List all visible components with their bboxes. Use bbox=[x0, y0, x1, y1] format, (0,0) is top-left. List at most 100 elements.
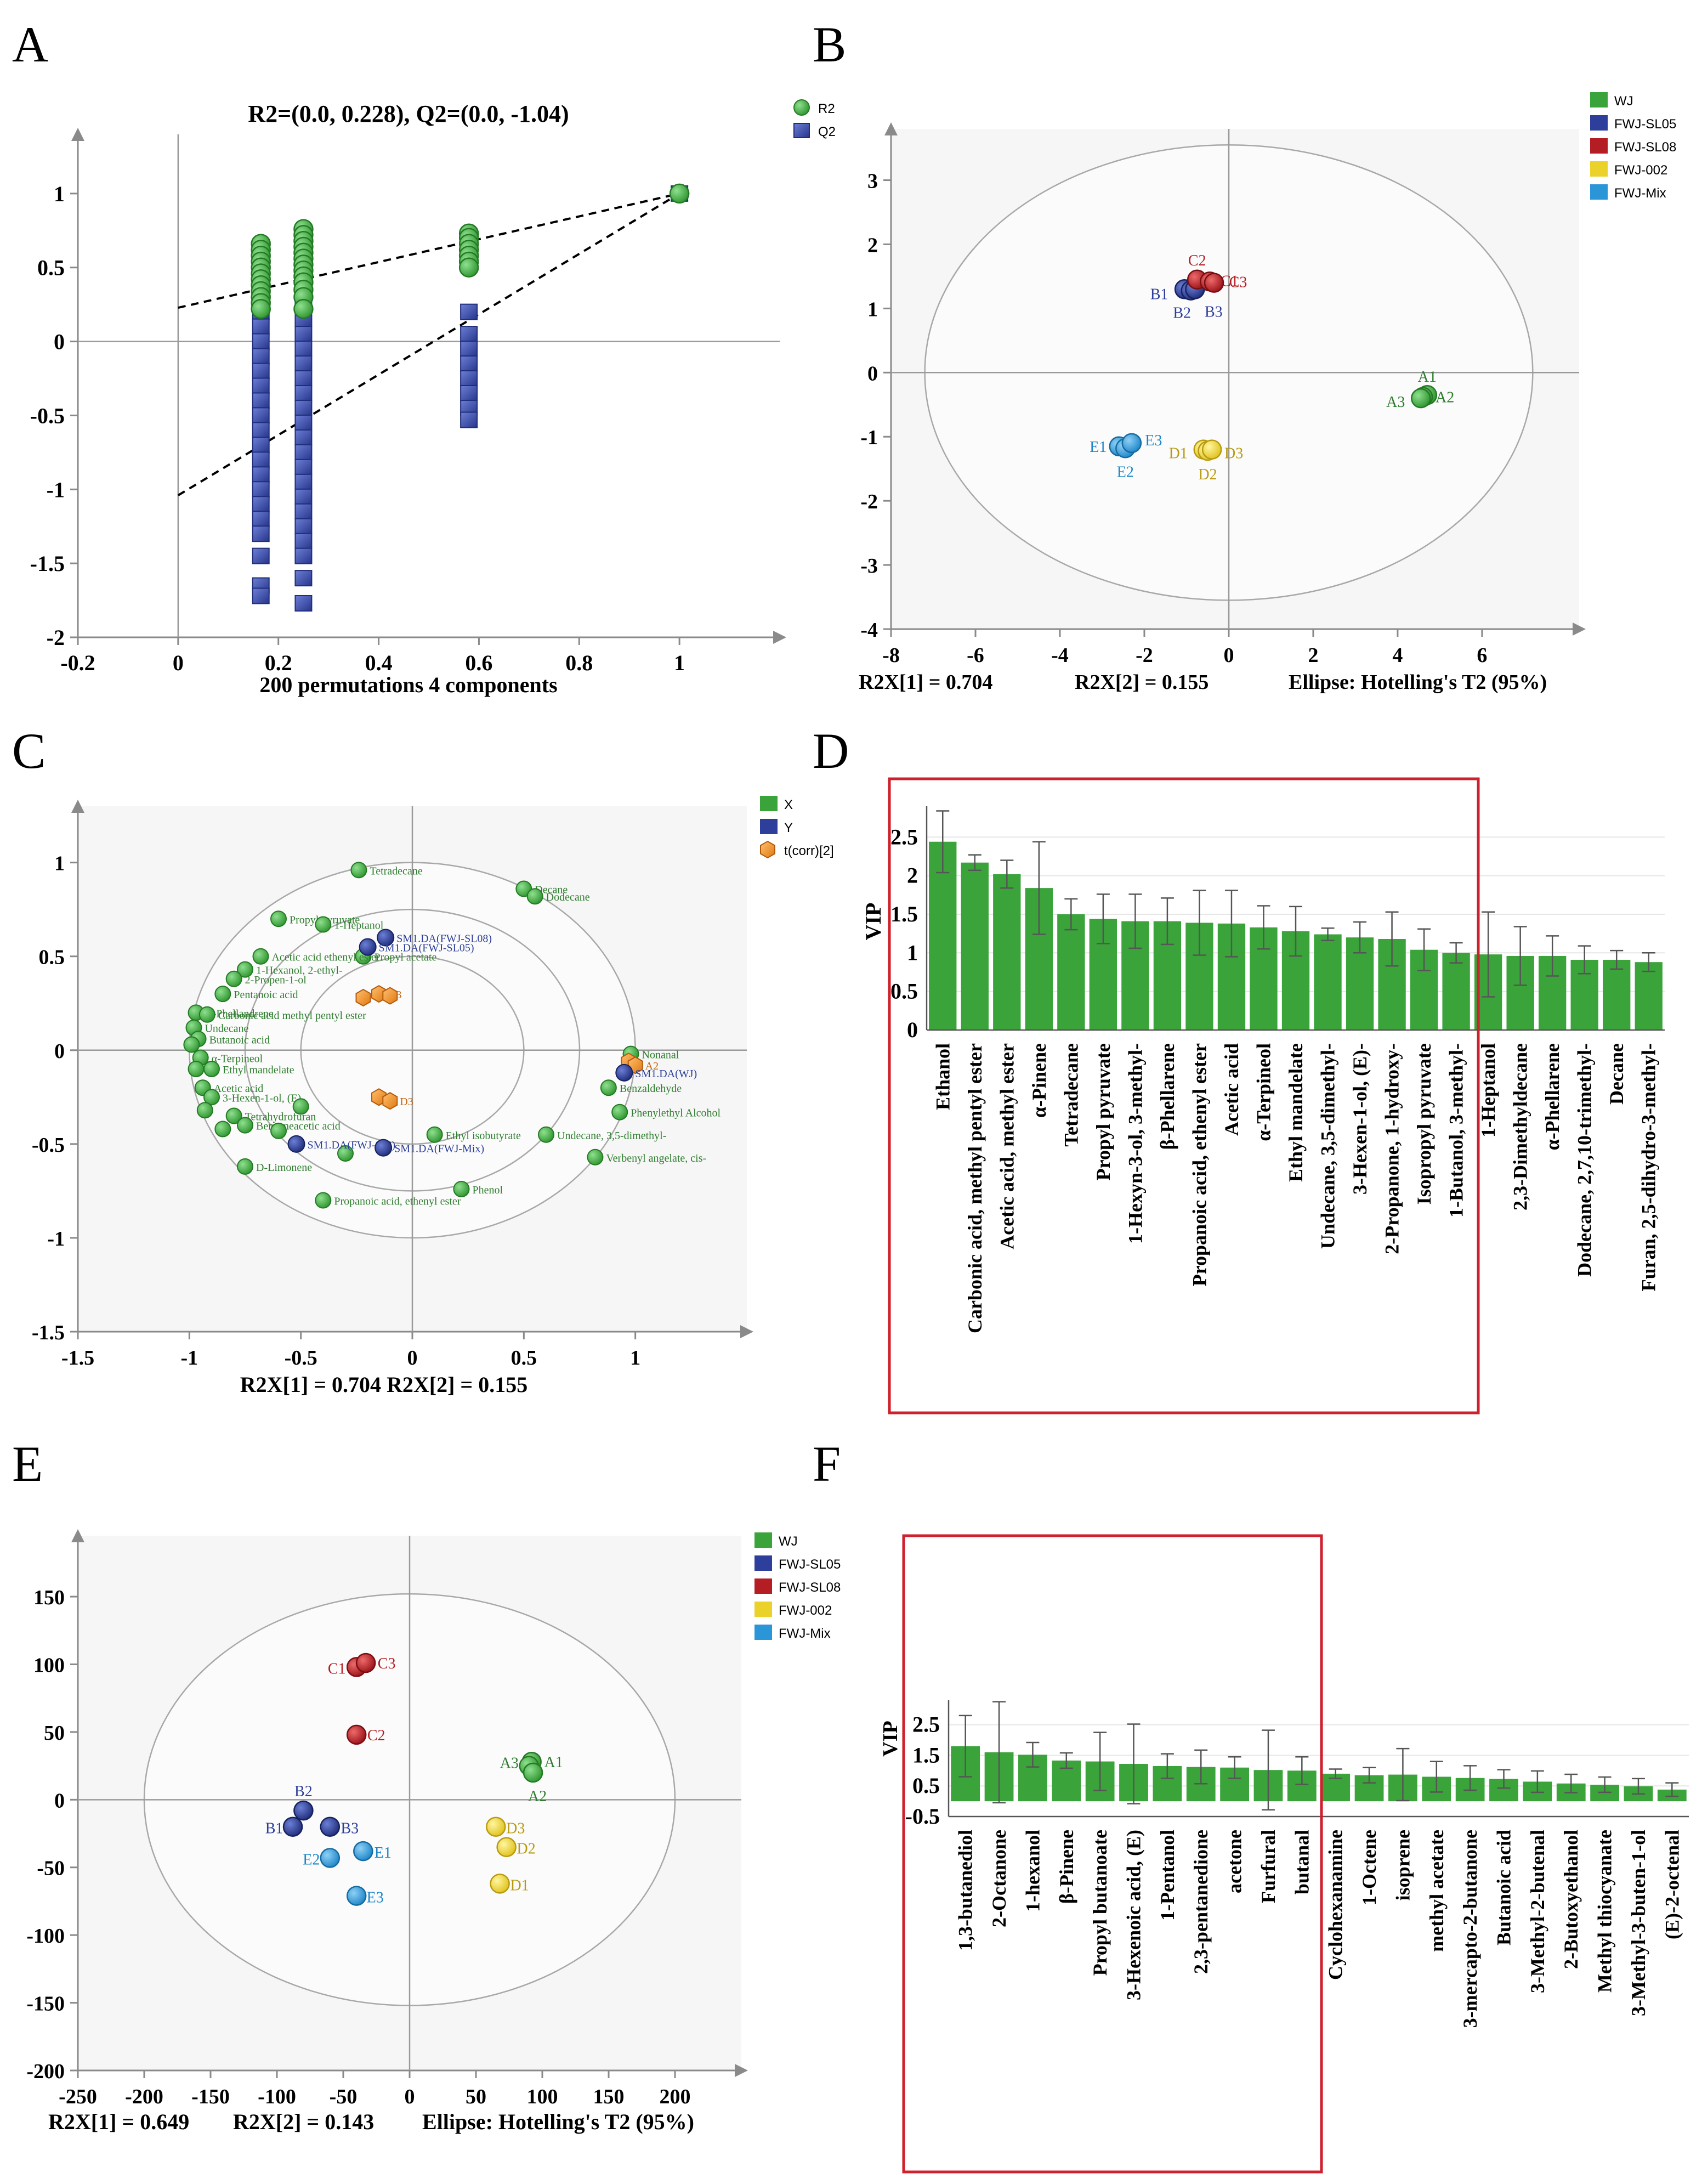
y-tick-label: -3 bbox=[860, 555, 878, 578]
q2-point bbox=[252, 587, 270, 604]
category-label: 2-Butoxyethanol bbox=[1560, 1830, 1582, 1969]
legend-swatch bbox=[754, 1602, 772, 1617]
x-tick-label: 150 bbox=[593, 2085, 625, 2108]
y-tick-label: 0.5 bbox=[39, 946, 65, 969]
x-variable-label: β-Phellandrene bbox=[207, 1008, 274, 1020]
x-variable-label: 1-Heptanol bbox=[334, 920, 383, 932]
x-variable-label: Propyl acetate bbox=[375, 952, 437, 964]
category-label: 1-Hexyn-3-ol, 3-methyl- bbox=[1124, 1043, 1146, 1244]
q2-point bbox=[252, 496, 270, 513]
x-tick-label: -0.5 bbox=[285, 1346, 317, 1370]
q2-point bbox=[294, 473, 313, 490]
q2-point bbox=[460, 384, 478, 401]
x-tick-label: -200 bbox=[125, 2085, 163, 2108]
x-tick-label: -150 bbox=[191, 2085, 230, 2108]
panel-letter-b: B bbox=[813, 16, 846, 72]
x-variable-label: 2-Propen-1-ol bbox=[245, 974, 307, 986]
q2-point bbox=[294, 459, 313, 476]
x-variable-label: Nonanal bbox=[642, 1049, 679, 1061]
score-point bbox=[1201, 439, 1222, 460]
y-tick-label: -1 bbox=[47, 477, 65, 502]
x-tick-label: -1.5 bbox=[61, 1346, 94, 1370]
x-variable-label: Propanoic acid, ethenyl ester bbox=[334, 1196, 461, 1208]
x-variable-label: Acetic acid ethenyl ester bbox=[271, 952, 379, 964]
x-variable-label: Undecane, 3,5-dimethyl- bbox=[557, 1130, 666, 1142]
q2-point bbox=[294, 547, 313, 564]
y-tick-label: -200 bbox=[26, 2060, 65, 2083]
point-label: A2 bbox=[1436, 389, 1454, 406]
point-label: E2 bbox=[1117, 463, 1134, 480]
category-label: Tetradecane bbox=[1060, 1043, 1082, 1147]
legend-swatch bbox=[793, 99, 810, 116]
q2-point bbox=[460, 370, 478, 387]
legend-label: FWJ-SL05 bbox=[1614, 117, 1676, 132]
x-variable-point bbox=[526, 888, 543, 905]
category-label: Butanoic acid bbox=[1493, 1830, 1515, 1945]
x-variable-point bbox=[198, 1006, 215, 1023]
category-label: 3-Methyl-2-butenal bbox=[1527, 1830, 1548, 1993]
category-label: Methyl thiocyanate bbox=[1594, 1830, 1616, 1993]
x-tick-label: 0.2 bbox=[265, 650, 292, 675]
x-axis-label-r2x2: R2X[2] = 0.143 bbox=[233, 2109, 374, 2134]
legend-swatch bbox=[754, 1578, 772, 1594]
category-label: 3-Hexenoic acid, (E) bbox=[1123, 1830, 1145, 2000]
y-axis-label: VIP bbox=[879, 1721, 902, 1756]
q2-point bbox=[460, 411, 478, 428]
x-tick-label: -0.2 bbox=[60, 650, 95, 675]
category-label: Furan, 2,5-dihydro-3-methyl- bbox=[1638, 1043, 1660, 1291]
category-label: 1,3-butanediol bbox=[955, 1830, 977, 1951]
x-variable-label: Ethyl isobutyrate bbox=[446, 1130, 521, 1142]
panel-c-loading-biplot: -1.5 -1 -0.5 0 0.5 1 -1.5 -1 -0.5 0 0.5 1 Tetradecan… bbox=[32, 796, 834, 1397]
point-label: C2 bbox=[367, 1727, 385, 1744]
score-point bbox=[346, 1724, 367, 1745]
score-point bbox=[1204, 273, 1224, 293]
legend-label: X bbox=[784, 797, 793, 812]
x-variable-point bbox=[225, 1107, 242, 1124]
y-tick-label: 2.5 bbox=[890, 824, 918, 849]
x-variable-label: α-Terpineol bbox=[212, 1053, 263, 1065]
y-tick-label: 0 bbox=[54, 1040, 65, 1063]
category-label: 3-Methyl-3-buten-1-ol bbox=[1627, 1830, 1649, 2016]
x-variable-point bbox=[203, 1089, 220, 1106]
x-variable-point bbox=[252, 948, 269, 965]
r2-point bbox=[458, 257, 479, 278]
point-label: B1 bbox=[265, 1820, 283, 1837]
panel-letter-d: D bbox=[813, 723, 849, 779]
y-variable-label: SM1.DA(FWJ-Mix) bbox=[394, 1143, 484, 1155]
category-label: isoprene bbox=[1392, 1830, 1414, 1900]
y-tick-label: 50 bbox=[44, 1722, 65, 1745]
point-label: D1 bbox=[510, 1877, 529, 1894]
y-tick-label: 0 bbox=[54, 1789, 65, 1812]
legend-label: FWJ-002 bbox=[779, 1603, 832, 1618]
score-point bbox=[282, 1817, 303, 1837]
point-label: A1 bbox=[544, 1754, 563, 1771]
score-point bbox=[353, 1841, 373, 1862]
category-label: Ethanol bbox=[932, 1043, 954, 1110]
x-tick-label: 6 bbox=[1477, 644, 1487, 667]
category-label: β-Phellarene bbox=[1156, 1043, 1178, 1150]
category-label: methyl acetate bbox=[1426, 1830, 1448, 1952]
legend-swatch bbox=[760, 796, 778, 811]
y-tick-label: 0 bbox=[867, 362, 878, 385]
category-label: 2,3-pentanedione bbox=[1190, 1830, 1212, 1974]
x-variable-label: Acetic acid bbox=[214, 1083, 264, 1095]
panel-f-vip-bar-chart: -0.5 0.5 1.5 2.5 1,3-butanediol 2-Octanone 1-h… bbox=[879, 1534, 1689, 2174]
highlight-box bbox=[902, 1534, 1323, 2174]
category-label: Propanoic acid, ethenyl ester bbox=[1188, 1043, 1210, 1286]
category-label: Acetic acid bbox=[1221, 1043, 1243, 1136]
q2-point bbox=[294, 384, 313, 401]
q2-point bbox=[294, 488, 313, 505]
q2-point bbox=[294, 370, 313, 387]
x-variable-point bbox=[214, 1121, 231, 1138]
x-variable-point bbox=[270, 910, 287, 927]
x-tick-label: -8 bbox=[882, 644, 900, 667]
x-axis-label-r2x2: R2X[2] = 0.155 bbox=[1075, 671, 1209, 694]
category-label: Isopropyl pyruvate bbox=[1413, 1043, 1435, 1204]
panel-letter-a: A bbox=[12, 16, 48, 72]
vip-bar bbox=[1314, 934, 1342, 1030]
y-tick-label: 150 bbox=[33, 1586, 65, 1609]
x-tick-label: 0 bbox=[1223, 644, 1234, 667]
x-variable-point bbox=[237, 1158, 253, 1175]
y-tick-label: 1 bbox=[54, 852, 65, 875]
q2-point bbox=[294, 570, 313, 587]
